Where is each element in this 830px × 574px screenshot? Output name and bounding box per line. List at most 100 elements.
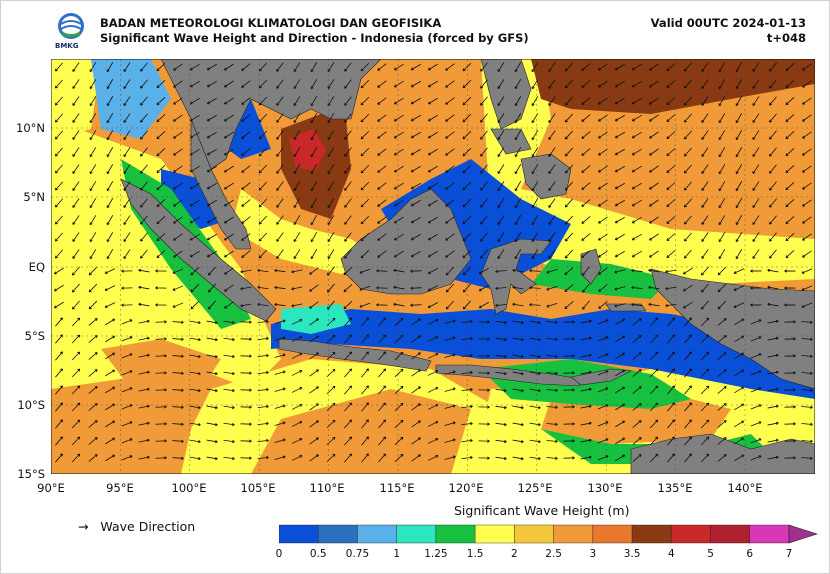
wave-arrow [359,285,371,291]
wave-arrow [293,164,301,175]
wave-arrow [718,164,726,175]
wave-arrow [548,232,556,242]
colorbar-segment [279,524,319,544]
wave-arrow [614,131,625,139]
wave-arrow [138,438,150,443]
wave-arrow [276,215,284,225]
wave-arrow [564,181,574,191]
header-left: BADAN METEOROLOGI KLIMATOLOGI DAN GEOFIS… [100,16,529,46]
wave-arrow [752,130,760,140]
wave-arrow [462,113,472,123]
wave-arrow [172,388,184,392]
wave-arrow [55,368,63,378]
wave-arrow [445,148,455,156]
wave-arrow [769,113,777,123]
wave-arrow [701,198,709,208]
wave-arrow [291,269,303,274]
wave-arrow [394,351,404,361]
wave-arrow [224,114,234,122]
wave-arrow [752,147,760,157]
wave-arrow [495,405,507,410]
wave-arrow [274,455,286,460]
wave-arrow [206,439,218,444]
wave-arrow [310,232,318,243]
wave-arrow [667,436,675,446]
wave-arrow [240,422,252,426]
wave-arrow [564,301,574,309]
wave-arrow [529,354,541,359]
wave-arrow [717,318,727,326]
wave-arrow [667,453,675,463]
wave-arrow [684,385,692,395]
wave-arrow [310,96,318,107]
wave-arrow [410,165,421,173]
wave-arrow [172,285,184,291]
lon-label-100e: 100°E [171,481,207,495]
wave-arrow [427,148,438,156]
wave-arrow [121,387,133,393]
wave-arrow [427,285,439,292]
wave-arrow [394,385,404,395]
wave-arrow [495,337,507,342]
wave-arrow [123,181,131,191]
wave-arrow [581,250,591,258]
wave-arrow [769,232,777,242]
wave-arrow [378,351,387,361]
wave-arrow [445,80,455,88]
wave-arrow [614,286,626,291]
wave-arrow [649,334,659,344]
wave-arrow [802,233,812,241]
wave-arrow [548,147,556,157]
wave-arrow [733,302,745,308]
wave-arrow [257,285,269,290]
colorbar-tick-label: 3.5 [623,548,641,560]
wave-arrow [189,456,201,461]
wave-arrow [376,286,388,290]
wave-arrow [631,80,642,88]
wave-arrow [89,164,97,175]
wave-arrow [684,419,692,429]
sea-blue-java [271,309,815,399]
wave-arrow [241,216,251,224]
wave-arrow [173,165,183,173]
wave-arrow [581,199,591,207]
wave-arrow [801,388,813,392]
wave-arrow [309,352,319,360]
wave-arrow [123,164,131,174]
wave-arrow [684,368,692,378]
wave-arrow [123,113,131,123]
wave-arrow [615,318,626,326]
wave-arrow [769,164,777,174]
wave-arrow [649,368,659,378]
wave-arrow [462,198,472,208]
wave-arrow [427,250,438,258]
wave-arrow [495,303,507,307]
wave-arrow [310,79,318,90]
wave-arrow [614,114,625,122]
wave-arrow [666,131,676,140]
wave-arrow [106,62,114,73]
wave-arrow [208,283,216,293]
wave-arrow [548,215,556,225]
lat-label-5s: 5°S [24,329,45,343]
wave-arrow [649,148,659,156]
wave-arrow [138,302,150,307]
wave-arrow [462,62,472,72]
wave-arrow [172,320,184,324]
wave-arrow [54,164,63,174]
wave-arrow [361,368,369,378]
wave-arrow [172,302,184,308]
wave-arrow [138,404,150,409]
sea-green-band [531,259,671,299]
wave-arrow [769,96,777,106]
wave-arrow [717,369,727,377]
wave-arrow [445,233,455,241]
wave-arrow [72,215,80,225]
wave-arrow [88,283,98,293]
wave-arrow [172,405,184,409]
wave-arrow [598,250,608,258]
wave-arrow [206,320,218,325]
wave-arrow [649,436,659,446]
wave-arrow [445,165,455,173]
wave-arrow [71,266,80,276]
